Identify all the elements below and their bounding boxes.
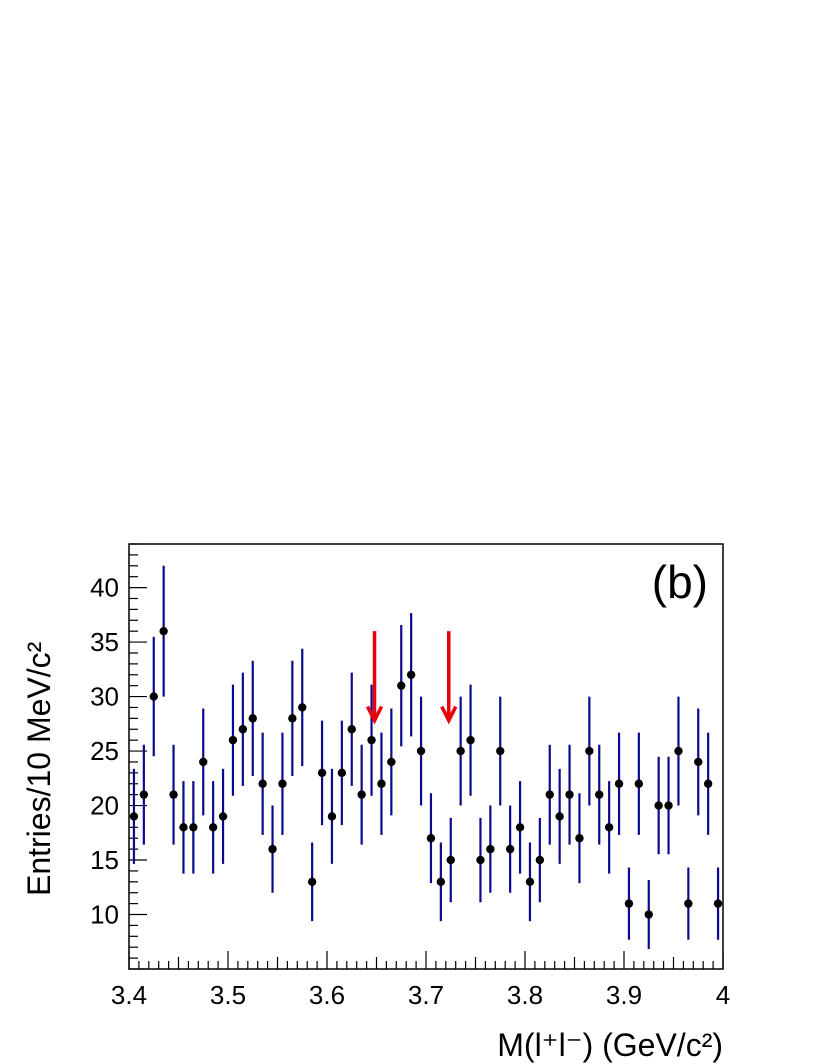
y-tick-label: 30 <box>90 682 119 712</box>
data-point <box>367 735 376 745</box>
data-point <box>476 855 485 865</box>
data-point <box>179 823 188 832</box>
data-point <box>139 790 149 799</box>
data-point <box>307 877 317 887</box>
data-point <box>654 801 663 810</box>
x-tick-label: 3.9 <box>606 980 642 1010</box>
error-bars <box>132 565 720 949</box>
data-point <box>644 910 653 919</box>
data-point <box>535 855 545 865</box>
data-point <box>436 877 446 887</box>
data-point <box>496 746 505 756</box>
x-tick-label: 3.7 <box>408 980 444 1010</box>
data-point <box>347 725 356 734</box>
data-point <box>278 779 287 788</box>
data-point <box>298 703 307 712</box>
data-point <box>397 681 406 690</box>
data-point <box>258 779 267 788</box>
data-point <box>327 812 337 821</box>
data-point <box>406 670 416 679</box>
y-tick-label: 40 <box>90 573 119 603</box>
x-tick-label: 4 <box>716 980 730 1010</box>
y-tick-label: 15 <box>90 845 119 875</box>
x-tick-label: 3.4 <box>111 980 147 1010</box>
data-point <box>525 877 535 887</box>
data-points <box>129 626 723 919</box>
signal-region-arrows <box>365 631 458 725</box>
data-point <box>674 746 683 756</box>
data-point <box>703 779 713 788</box>
data-point <box>595 790 604 799</box>
panel-label: (b) <box>652 556 708 608</box>
data-point <box>357 790 366 799</box>
data-point <box>604 823 614 832</box>
data-point <box>377 779 386 788</box>
data-point <box>288 714 297 723</box>
y-tick-label: 25 <box>90 736 119 766</box>
arrow-head <box>365 705 384 725</box>
data-point <box>614 779 624 788</box>
data-point <box>486 844 495 854</box>
data-point <box>228 735 238 745</box>
data-point <box>585 746 594 756</box>
data-point <box>684 899 693 908</box>
y-tick-label: 20 <box>90 791 119 821</box>
y-tick-label: 35 <box>90 627 119 657</box>
data-point <box>466 735 475 745</box>
data-point <box>208 823 218 832</box>
data-point <box>416 746 426 756</box>
data-point <box>545 790 554 799</box>
y-axis-title: Entries/10 MeV/c² <box>21 641 57 896</box>
y-tick-label: 10 <box>90 900 119 930</box>
data-point <box>317 768 327 778</box>
plot-frame <box>128 543 724 970</box>
data-point <box>159 626 168 636</box>
data-point <box>634 779 644 788</box>
data-point <box>218 812 228 821</box>
data-point <box>694 757 703 767</box>
x-axis-title: M(l⁺l⁻) (GeV/c²) <box>497 1027 723 1063</box>
data-point <box>555 812 564 821</box>
data-point <box>505 844 515 854</box>
arrow-head <box>440 705 458 725</box>
data-point <box>713 899 723 908</box>
data-point <box>575 834 584 843</box>
y-axis-ticks: 10 15 20 25 30 35 40 <box>90 543 147 970</box>
x-tick-label: 3.5 <box>210 980 246 1010</box>
data-point <box>515 823 525 832</box>
data-point <box>446 855 455 865</box>
x-tick-label: 3.8 <box>507 980 543 1010</box>
data-point <box>664 801 673 810</box>
x-axis-ticks: 3.4 3.5 3.6 3.7 3.8 3.9 4 <box>111 951 730 1010</box>
data-point <box>565 790 574 799</box>
x-tick-label: 3.6 <box>309 980 345 1010</box>
data-point <box>189 823 198 832</box>
data-point <box>129 812 139 821</box>
data-point <box>149 692 158 701</box>
data-point <box>426 834 436 843</box>
data-point <box>337 768 347 778</box>
data-point <box>624 899 634 908</box>
data-point <box>456 746 465 756</box>
data-point <box>238 725 248 734</box>
data-point <box>169 790 178 799</box>
data-point <box>387 757 396 767</box>
data-point <box>268 844 277 854</box>
data-point <box>248 714 257 723</box>
data-point <box>199 757 208 767</box>
